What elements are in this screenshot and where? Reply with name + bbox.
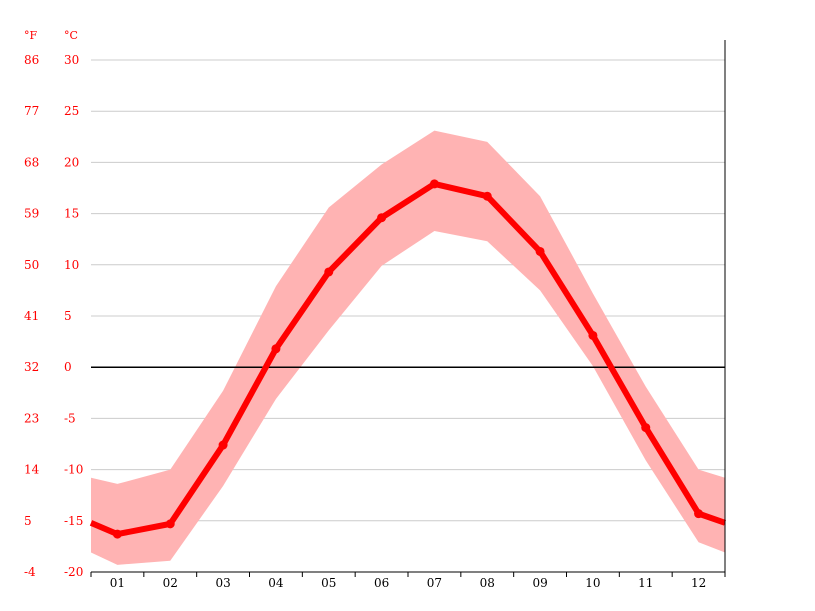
x-tick-label: 06	[374, 576, 389, 590]
y-tick-label-fahrenheit: 50	[24, 258, 39, 272]
x-tick-label: 07	[427, 576, 442, 590]
x-tick-label: 05	[321, 576, 336, 590]
y-tick-label-fahrenheit: 41	[24, 309, 39, 323]
y-tick-label-celsius: -10	[64, 463, 83, 477]
y-tick-label-fahrenheit: 86	[24, 53, 39, 67]
data-point	[271, 344, 281, 354]
y-tick-label-celsius: 15	[64, 207, 79, 221]
y-tick-label-celsius: -15	[64, 514, 83, 528]
data-point	[324, 267, 334, 277]
x-tick-label: 03	[215, 576, 230, 590]
x-tick-label: 10	[585, 576, 600, 590]
y-tick-label-celsius: 5	[64, 309, 72, 323]
y-tick-label-fahrenheit: 77	[24, 104, 39, 118]
x-tick-label: 01	[110, 576, 125, 590]
data-point	[588, 330, 598, 340]
x-axis: 01 02 03 04 05 06 07 08 09 10 11 12	[90, 571, 726, 590]
y-tick-label-celsius: 10	[64, 258, 79, 272]
x-tick-label: 08	[480, 576, 495, 590]
data-point	[482, 191, 492, 201]
y-tick-label-celsius: 25	[64, 104, 79, 118]
data-point	[377, 213, 387, 223]
mean-temperature-line	[89, 180, 726, 538]
data-point	[165, 519, 175, 529]
data-point	[694, 509, 704, 519]
data-point	[641, 423, 651, 433]
x-tick-label: 09	[532, 576, 547, 590]
y-tick-label-fahrenheit: -4	[24, 565, 36, 579]
data-point	[112, 529, 122, 539]
y-tick-label-celsius: 20	[64, 155, 79, 169]
y-tick-label-fahrenheit: 59	[24, 207, 39, 221]
x-tick-label: 11	[638, 576, 653, 590]
y-tick-label-celsius: 30	[64, 53, 79, 67]
y-tick-label-fahrenheit: 14	[24, 463, 40, 477]
y-tick-label-fahrenheit: 5	[24, 514, 32, 528]
y-tick-label-celsius: -5	[64, 411, 76, 425]
x-tick-label: 04	[268, 576, 284, 590]
data-point	[535, 246, 545, 256]
y-tick-label-fahrenheit: 68	[24, 155, 39, 169]
x-tick-label: 12	[691, 576, 706, 590]
y-tick-label-fahrenheit: 32	[24, 360, 39, 374]
y-tick-label-fahrenheit: 23	[24, 411, 39, 425]
x-tick-label: 02	[163, 576, 178, 590]
celsius-unit-label: °C	[64, 29, 78, 42]
fahrenheit-unit-label: °F	[24, 29, 38, 42]
y-tick-label-celsius: 0	[64, 360, 72, 374]
data-point	[429, 179, 439, 189]
y-tick-label-celsius: -20	[64, 565, 83, 579]
y-axis-labels: 86 30 77 25 68 20 59 15 50 10 41 5 32 0 23 -5 14 -10 5 -15 -…	[24, 53, 83, 579]
mean-temperature-series	[89, 179, 726, 539]
data-point	[218, 440, 228, 450]
